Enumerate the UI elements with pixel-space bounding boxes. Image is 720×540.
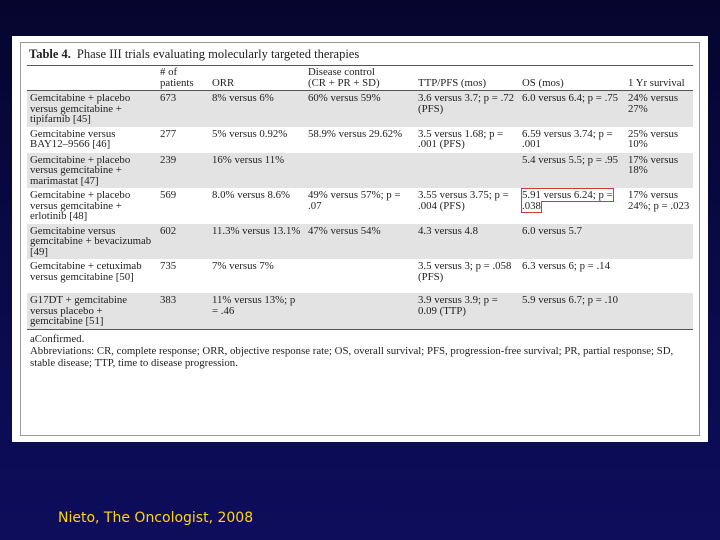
- highlight-box: 5.91 versus 6.24; p = .038: [521, 188, 614, 213]
- cell-1yr-survival: [625, 223, 693, 259]
- table-card: Table 4. Phase III trials evaluating mole…: [12, 36, 708, 442]
- cell-ttp-pfs: 3.5 versus 3; p = .058 (PFS): [418, 260, 512, 283]
- table-body: Gemcitabine + placebo versus gemcitabine…: [27, 90, 693, 329]
- footnote-abbreviations: Abbreviations: CR, complete response; OR…: [30, 344, 674, 369]
- header-disease-control: Disease control (CR + PR + SD): [305, 65, 415, 91]
- trials-table: # of patients ORR Disease control (CR + …: [27, 65, 693, 329]
- cell-disease-control: 60% versus 59%: [305, 90, 415, 127]
- table-header-row: # of patients ORR Disease control (CR + …: [27, 65, 693, 91]
- header-patients: # of patients: [157, 65, 209, 91]
- cell-regimen: Gemcitabine versus gemcitabine + bevaciz…: [27, 223, 157, 259]
- cell-disease-control: [305, 152, 415, 188]
- cell-os: 6.59 versus 3.74; p = .001: [522, 127, 613, 150]
- cell-orr: 5% versus 0.92%: [212, 127, 288, 140]
- cell-orr: 7% versus 7%: [212, 260, 274, 272]
- cell-os-highlighted: 5.91 versus 6.24; p = .038: [519, 188, 625, 224]
- cell-ttp-pfs: 3.55 versus 3.75; p = .004 (PFS): [418, 189, 509, 212]
- cell-patients: 673: [157, 90, 209, 127]
- cell-ttp-pfs: 3.9 versus 3.9; p = 0.09 (TTP): [415, 293, 519, 329]
- cell-orr: 8.0% versus 8.6%: [212, 189, 290, 201]
- cell-orr: 11% versus 13%; p = .46: [209, 293, 305, 329]
- header-regimen: [27, 65, 157, 91]
- table-caption: Phase III trials evaluating molecularly …: [76, 47, 360, 61]
- table-row: Gemcitabine + placebo versus gemcitabine…: [27, 152, 693, 188]
- header-1yr-survival: 1 Yr survival: [625, 65, 693, 91]
- citation-text: Nieto, The Oncologist, 2008: [58, 510, 254, 526]
- table-row: G17DT + gemcitabine versus placebo + gem…: [27, 293, 693, 329]
- header-os: OS (mos): [519, 65, 625, 91]
- header-orr: ORR: [209, 65, 305, 91]
- table-label: Table 4.: [29, 47, 71, 61]
- cell-orr: 16% versus 11%: [209, 152, 305, 188]
- cell-regimen: Gemcitabine + placebo versus gemcitabine…: [27, 152, 157, 188]
- cell-1yr-survival: 25% versus 10%: [628, 127, 679, 150]
- table-title: Table 4. Phase III trials evaluating mole…: [29, 47, 693, 62]
- cell-patients: 735: [160, 260, 177, 272]
- cell-os: 5.4 versus 5.5; p = .95: [519, 152, 625, 188]
- cell-patients: 569: [160, 189, 177, 201]
- cell-1yr-survival: [625, 293, 693, 329]
- cell-ttp-pfs: 3.6 versus 3.7; p = .72 (PFS): [415, 90, 519, 127]
- cell-disease-control: [305, 293, 415, 329]
- cell-patients: 277: [160, 127, 177, 140]
- cell-regimen: Gemcitabine + cetuximab versus gemcitabi…: [30, 260, 142, 283]
- cell-ttp-pfs: 3.5 versus 1.68; p = .001 (PFS): [418, 127, 504, 150]
- cell-1yr-survival: 24% versus 27%: [625, 90, 693, 127]
- cell-os: 6.0 versus 6.4; p = .75: [519, 90, 625, 127]
- cell-ttp-pfs: 4.3 versus 4.8: [415, 223, 519, 259]
- header-ttp-pfs: TTP/PFS (mos): [415, 65, 519, 91]
- table-row: Gemcitabine + placebo versus gemcitabine…: [27, 188, 693, 224]
- cell-os: 6.3 versus 6; p = .14: [522, 260, 610, 272]
- table-footnotes: aConfirmed. Abbreviations: CR, complete …: [27, 328, 693, 369]
- table-frame: Table 4. Phase III trials evaluating mole…: [20, 42, 700, 436]
- cell-patients: 602: [157, 223, 209, 259]
- cell-disease-control: [305, 259, 415, 293]
- cell-os: 5.9 versus 6.7; p = .10: [519, 293, 625, 329]
- table-row: Gemcitabine versus gemcitabine + bevaciz…: [27, 223, 693, 259]
- table-row: Gemcitabine + placebo versus gemcitabine…: [27, 90, 693, 127]
- cell-1yr-survival: 17% versus 24%; p = .023: [628, 189, 690, 212]
- cell-os: 6.0 versus 5.7: [519, 223, 625, 259]
- cell-1yr-survival: [625, 259, 693, 293]
- cell-regimen: G17DT + gemcitabine versus placebo + gem…: [27, 293, 157, 329]
- table-row: Gemcitabine versus BAY12–9566 [46] 277 5…: [27, 127, 693, 153]
- footnote-confirmed: aConfirmed.: [30, 332, 85, 345]
- cell-patients: 383: [157, 293, 209, 329]
- cell-disease-control: 47% versus 54%: [305, 223, 415, 259]
- cell-regimen: Gemcitabine + placebo versus gemcitabine…: [27, 90, 157, 127]
- cell-disease-control: 49% versus 57%; p = .07: [308, 189, 401, 212]
- cell-1yr-survival: 17% versus 18%: [625, 152, 693, 188]
- cell-orr: 8% versus 6%: [209, 90, 305, 127]
- cell-regimen: Gemcitabine versus BAY12–9566 [46]: [30, 127, 116, 150]
- table-row: Gemcitabine + cetuximab versus gemcitabi…: [27, 259, 693, 293]
- cell-ttp-pfs: [415, 152, 519, 188]
- cell-orr: 11.3% versus 13.1%: [209, 223, 305, 259]
- cell-regimen: Gemcitabine + placebo versus gemcitabine…: [30, 189, 131, 222]
- cell-disease-control: 58.9% versus 29.62%: [308, 127, 403, 140]
- cell-patients: 239: [157, 152, 209, 188]
